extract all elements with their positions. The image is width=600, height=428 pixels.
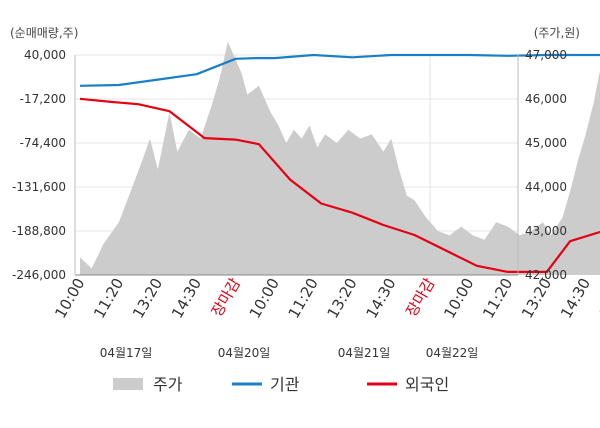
x-tick-label: 11:20: [90, 275, 127, 321]
foreign-line: [79, 97, 600, 273]
line-series: [79, 53, 600, 273]
right-tick-label: 45,000: [525, 136, 567, 150]
left-tick-label: -74,400: [20, 136, 66, 150]
date-label: 04월21일: [338, 346, 391, 360]
date-label: 04월20일: [218, 346, 271, 360]
date-label: 04월17일: [100, 346, 153, 360]
x-tick-label: 11:20: [479, 275, 516, 321]
left-tick-label: -188,800: [12, 224, 66, 238]
market-close-label: 장마감: [402, 275, 438, 320]
institution-line: [79, 53, 600, 87]
date-label: 04월22일: [426, 346, 479, 360]
x-tick-label: 13:20: [129, 275, 166, 321]
x-tick-label: 11:20: [285, 275, 322, 321]
left-tick-label: -131,600: [12, 180, 66, 194]
legend-institution-label: 기관: [270, 375, 300, 394]
x-tick-label: 10:00: [440, 275, 477, 321]
price-area: [80, 41, 600, 275]
date-labels: 04월17일 04월20일 04월21일 04월22일: [100, 346, 479, 360]
legend: 주가 기관 외국인: [113, 375, 449, 394]
left-tick-label: -246,000: [12, 268, 66, 282]
market-close-label: 장마감: [208, 275, 244, 320]
right-tick-label: 43,000: [525, 224, 567, 238]
right-tick-label: 47,000: [525, 48, 567, 62]
x-tick-label: 10:00: [246, 275, 283, 321]
right-tick-label: 46,000: [525, 92, 567, 106]
right-axis-unit: (주가,원): [534, 26, 580, 40]
legend-price-swatch: [113, 378, 143, 390]
left-tick-label: -17,200: [20, 92, 66, 106]
right-tick-label: 42,000: [525, 268, 567, 282]
x-tick-label: 14:30: [168, 275, 205, 321]
x-tick-label: 13:20: [324, 275, 361, 321]
left-tick-label: 40,000: [24, 48, 66, 62]
legend-foreign-label: 외국인: [405, 375, 449, 394]
right-tick-label: 44,000: [525, 180, 567, 194]
legend-price-label: 주가: [153, 375, 183, 394]
x-tick-label: 13:20: [518, 275, 555, 321]
price-area-series: [80, 41, 600, 275]
x-tick-label: 14:30: [362, 275, 399, 321]
left-axis-unit: (순매매량,주): [10, 26, 78, 40]
